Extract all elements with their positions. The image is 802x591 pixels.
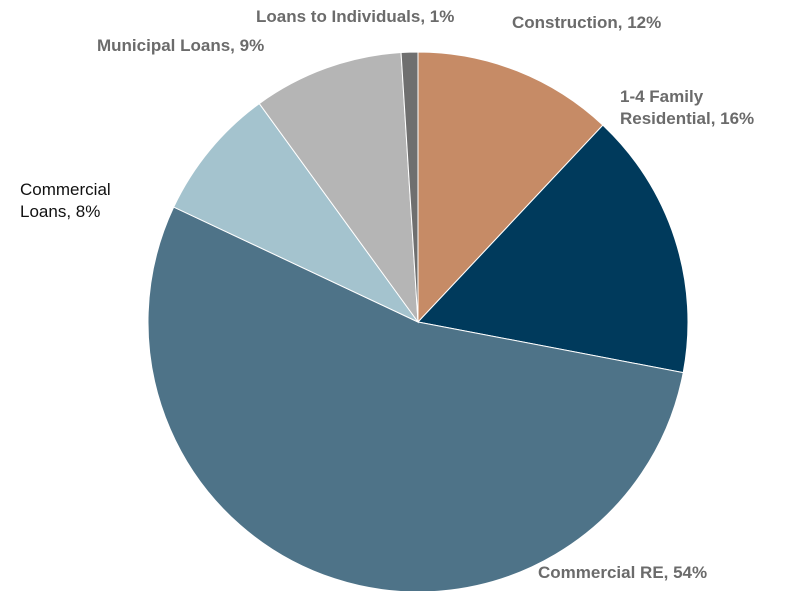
slice-label-municipal-loans: Municipal Loans, 9% [97, 36, 264, 55]
slice-label-line: 1-4 Family [620, 87, 704, 106]
slice-label-loans-to-individuals: Loans to Individuals, 1% [256, 7, 454, 26]
pie-slice-construction [417, 51, 604, 324]
slice-label-1-4-family-residential: 1-4 Family Residential, 16% [620, 87, 754, 128]
pie-slice-municipal-loans [258, 52, 419, 324]
slice-label-commercial-loans: Commercial Loans, 8% [20, 180, 111, 221]
pie-slice-loans-to-individuals [400, 51, 419, 323]
slice-label-line: Residential, 16% [620, 109, 754, 128]
pie-slice-commercial-loans [173, 102, 419, 323]
pie-slice-commercial-re [147, 206, 684, 591]
slice-label-commercial-re: Commercial RE, 54% [538, 563, 707, 582]
slice-label-line: Commercial [20, 180, 111, 199]
slice-label-line: Loans, 8% [20, 202, 100, 221]
slice-label-construction: Construction, 12% [512, 13, 661, 32]
pie-slice-1-4-family-residential [417, 124, 689, 374]
